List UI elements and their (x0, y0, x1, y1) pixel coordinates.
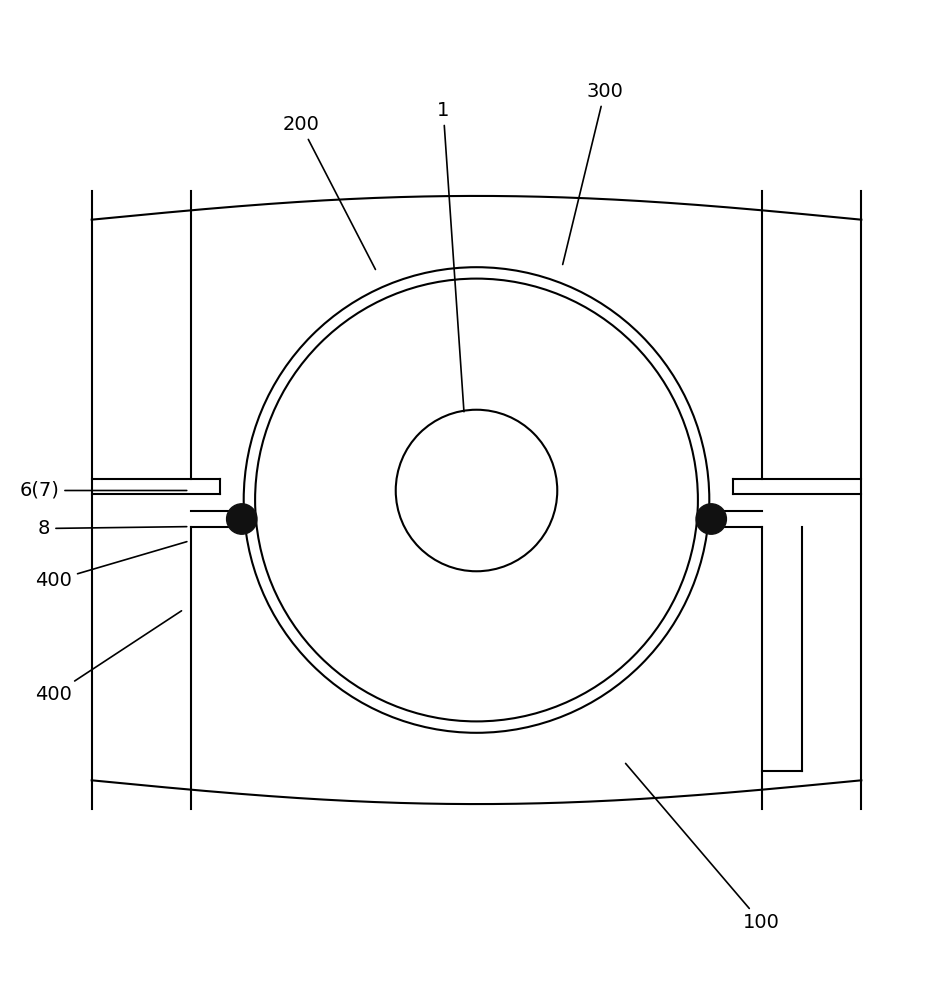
Text: 200: 200 (282, 115, 375, 269)
Text: 1: 1 (437, 101, 464, 412)
Circle shape (227, 504, 257, 534)
Text: 8: 8 (38, 519, 187, 538)
Text: 6(7): 6(7) (19, 481, 187, 500)
Text: 400: 400 (35, 611, 181, 704)
Text: 400: 400 (35, 542, 187, 590)
Circle shape (695, 504, 725, 534)
Text: 100: 100 (625, 763, 779, 932)
Text: 300: 300 (562, 82, 623, 264)
